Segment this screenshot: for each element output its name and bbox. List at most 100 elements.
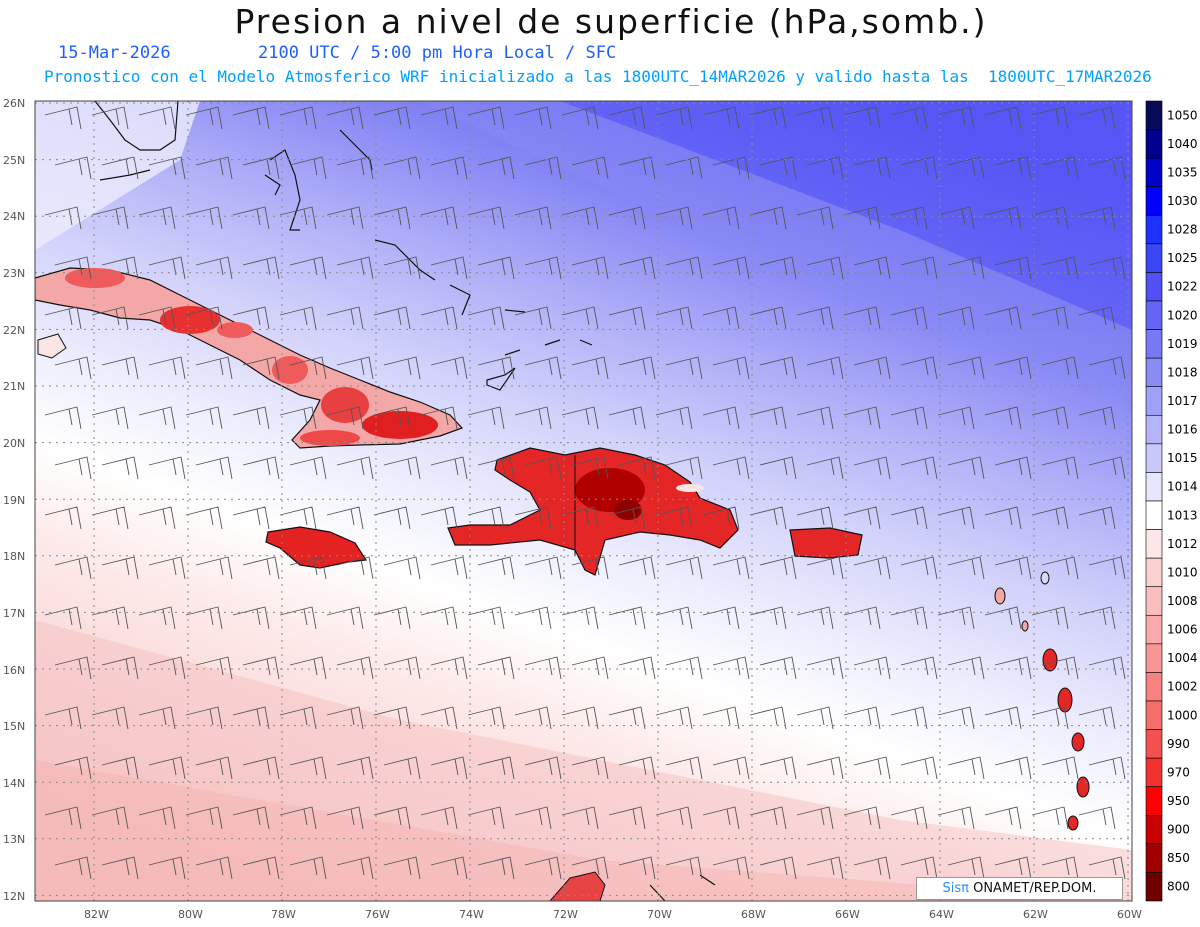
wind-barb	[185, 206, 223, 230]
wind-barb	[289, 656, 327, 680]
wind-barb	[1031, 706, 1069, 730]
wind-barb	[843, 406, 881, 430]
wind-barb	[665, 356, 703, 380]
wind-barb	[477, 356, 515, 380]
colorbar-label: 1018	[1167, 365, 1198, 379]
wind-barb	[749, 406, 787, 430]
wind-barb	[937, 306, 975, 330]
wind-barb	[853, 156, 891, 180]
wind-barb	[54, 656, 92, 680]
wind-barb	[665, 256, 703, 280]
wind-barb	[289, 456, 327, 480]
wind-barb	[843, 806, 881, 830]
wind-barb	[91, 706, 129, 730]
wind-barb	[44, 206, 82, 230]
wind-barb	[195, 156, 233, 180]
wind-barb	[467, 306, 505, 330]
wind-barb	[984, 406, 1022, 430]
wind-barb	[242, 656, 280, 680]
wind-barb	[947, 656, 985, 680]
wind-barb	[665, 456, 703, 480]
wind-barb	[806, 556, 844, 580]
wind-barb	[608, 706, 646, 730]
lon-label: 82W	[84, 908, 109, 921]
wind-barb	[148, 856, 186, 880]
wind-barb	[1078, 806, 1116, 830]
wind-barb	[947, 556, 985, 580]
wind-barb	[279, 506, 317, 530]
colorbar-swatch	[1145, 586, 1163, 616]
wind-barb	[702, 206, 740, 230]
wind-barb	[1078, 306, 1116, 330]
wind-barb	[242, 556, 280, 580]
wind-barb	[101, 156, 139, 180]
wind-barb	[712, 856, 750, 880]
colorbar-swatch	[1145, 472, 1163, 502]
wind-barb	[44, 406, 82, 430]
colorbar-swatch	[1145, 700, 1163, 730]
wind-barb	[185, 706, 223, 730]
lon-label: 68W	[741, 908, 766, 921]
wind-barb	[1088, 156, 1126, 180]
wind-barb	[467, 206, 505, 230]
wind-barb	[1041, 356, 1079, 380]
colorbar-label: 1013	[1167, 508, 1198, 522]
wind-barb	[655, 206, 693, 230]
forecast-date: 15-Mar-2026	[58, 43, 171, 63]
colorbar-label: 1012	[1167, 537, 1198, 551]
wind-barb	[101, 856, 139, 880]
wind-barb	[618, 556, 656, 580]
wind-barb	[279, 806, 317, 830]
colorbar-swatch	[1145, 729, 1163, 759]
wind-barb	[937, 606, 975, 630]
wind-barb	[984, 506, 1022, 530]
wind-barb	[373, 106, 411, 130]
wind-barb	[1088, 756, 1126, 780]
wind-barb	[561, 706, 599, 730]
wind-barb	[514, 806, 552, 830]
wind-barb	[571, 356, 609, 380]
wind-barb	[91, 406, 129, 430]
wind-barb	[665, 156, 703, 180]
wind-barb	[900, 756, 938, 780]
wind-barb	[326, 806, 364, 830]
wind-barb	[796, 506, 834, 530]
puerto-rico-island	[789, 527, 863, 559]
wind-barb	[524, 556, 562, 580]
wind-barb	[420, 506, 458, 530]
wind-barb	[900, 156, 938, 180]
colorbar-swatch	[1145, 300, 1163, 330]
wind-barb	[185, 506, 223, 530]
wind-barb	[242, 356, 280, 380]
wind-barb	[571, 756, 609, 780]
wind-barb	[91, 506, 129, 530]
wind-barb	[608, 306, 646, 330]
colorbar-label: 1019	[1167, 337, 1198, 351]
wind-barb	[618, 856, 656, 880]
wind-barb	[618, 656, 656, 680]
wind-barb	[279, 306, 317, 330]
wind-barb	[702, 106, 740, 130]
wind-barb	[712, 656, 750, 680]
wind-barb	[101, 656, 139, 680]
credit-box: Sisπ ONAMET/REP.DOM.	[916, 877, 1123, 900]
wind-barb	[373, 206, 411, 230]
wind-barb	[467, 106, 505, 130]
wind-barb	[195, 456, 233, 480]
wind-barb	[702, 306, 740, 330]
wind-barb	[900, 656, 938, 680]
wind-barb	[712, 456, 750, 480]
lon-label: 62W	[1023, 908, 1048, 921]
colorbar-label: 990	[1167, 737, 1190, 751]
wind-barb	[242, 756, 280, 780]
lat-label: 15N	[3, 720, 25, 733]
lon-label: 64W	[929, 908, 954, 921]
wind-barb	[232, 406, 270, 430]
wind-barb	[984, 806, 1022, 830]
map-title: Presion a nivel de superficie (hPa,somb.…	[234, 2, 988, 41]
wind-barb	[796, 206, 834, 230]
wind-barb	[712, 556, 750, 580]
wind-barb	[148, 656, 186, 680]
wind-barb	[1041, 756, 1079, 780]
wind-barb	[618, 356, 656, 380]
